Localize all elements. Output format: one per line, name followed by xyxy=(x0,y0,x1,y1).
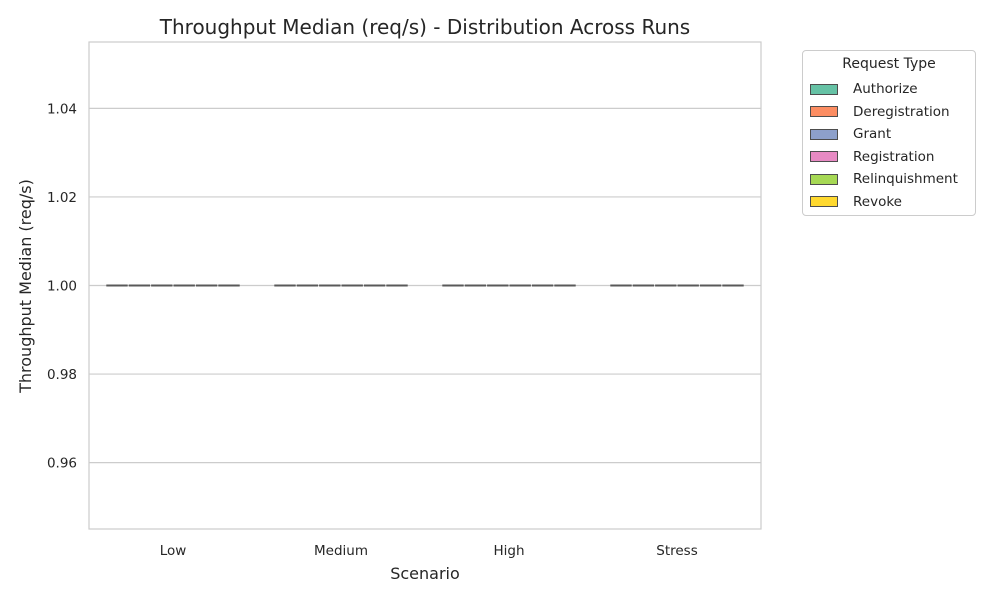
legend-item: Authorize xyxy=(810,81,918,97)
legend-swatch xyxy=(810,196,838,207)
x-tick-label: Low xyxy=(160,543,187,559)
legend-label: Grant xyxy=(853,126,892,142)
y-tick-label: 0.96 xyxy=(47,456,77,472)
legend-label: Registration xyxy=(853,148,935,165)
legend-item: Deregistration xyxy=(810,103,950,120)
legend-item: Revoke xyxy=(810,193,902,210)
plot-frame xyxy=(88,41,762,530)
x-tick-label: Medium xyxy=(314,543,368,559)
legend-item: Relinquishment xyxy=(810,171,958,187)
x-tick-label: Stress xyxy=(656,543,698,559)
legend-label: Revoke xyxy=(853,193,902,210)
marks-layer xyxy=(106,284,744,287)
legend-label: Authorize xyxy=(853,81,918,97)
y-axis-label: Throughput Median (req/s) xyxy=(16,179,35,394)
x-tick-label: High xyxy=(493,543,524,559)
x-axis-label: Scenario xyxy=(390,564,460,583)
legend-swatch xyxy=(810,83,838,95)
axis-layer: 0.96 0.98 1.00 1.02 1.04 Low Medium High Stress xyxy=(47,101,698,559)
y-tick-label: 0.98 xyxy=(47,367,77,383)
legend-swatch xyxy=(810,128,838,140)
legend-label: Deregistration xyxy=(853,103,950,120)
legend-swatch xyxy=(810,106,838,117)
legend-item: Grant xyxy=(810,126,892,142)
chart-title: Throughput Median (req/s) - Distribution… xyxy=(159,15,690,39)
legend: Request Type Authorize Deregistration Gran… xyxy=(802,50,976,216)
legend-swatch xyxy=(810,173,838,185)
legend-item: Registration xyxy=(810,148,935,165)
legend-title: Request Type xyxy=(842,56,936,72)
legend-label: Relinquishment xyxy=(853,171,958,187)
y-tick-label: 1.02 xyxy=(47,190,77,206)
y-tick-label: 1.04 xyxy=(47,101,77,117)
legend-swatch xyxy=(810,151,838,162)
y-tick-label: 1.00 xyxy=(47,279,77,295)
